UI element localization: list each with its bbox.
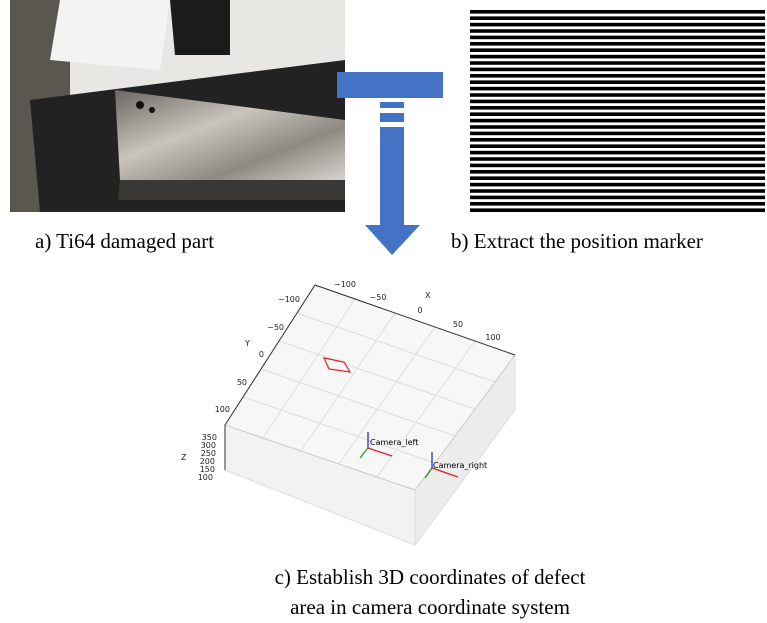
stripe [470, 202, 765, 206]
process-arrow [337, 72, 443, 255]
tick-label: −100 [334, 280, 356, 289]
stripe [470, 61, 765, 65]
stripe [470, 176, 765, 180]
stripe [470, 29, 765, 33]
stripe [470, 157, 765, 161]
stripe [470, 48, 765, 52]
tick-label: 0 [259, 350, 264, 359]
tick-label: 100 [215, 405, 230, 414]
tick-label: 100 [485, 333, 500, 342]
stripe [470, 10, 765, 14]
stripe [470, 87, 765, 91]
caption: area in camera coordinate system [290, 595, 570, 619]
stripe [470, 196, 765, 200]
stripe [470, 170, 765, 174]
stripe [470, 55, 765, 59]
camera-label: Camera_left [370, 438, 418, 447]
stripe [470, 36, 765, 40]
photo-damaged-part [10, 0, 345, 212]
caption: a) Ti64 damaged part [35, 229, 214, 253]
tick-label: −50 [370, 293, 387, 302]
axis-label: X [425, 291, 431, 300]
stripe [470, 144, 765, 148]
tick-label: 50 [237, 378, 247, 387]
stripe [470, 138, 765, 142]
tick-label: 100 [198, 473, 213, 482]
stripe [470, 106, 765, 110]
stripe [470, 208, 765, 212]
plot-3d: Camera_left Camera_right X Y Z −100 −50 0 5… [181, 280, 515, 545]
stripe [470, 80, 765, 84]
caption: c) Establish 3D coordinates of defect [275, 565, 586, 589]
stripe [470, 183, 765, 187]
stripe [470, 151, 765, 155]
stripe [470, 112, 765, 116]
stripe [470, 42, 765, 46]
stripe [470, 93, 765, 97]
tick-label: −100 [278, 295, 300, 304]
stripe [470, 23, 765, 27]
stripe [470, 125, 765, 129]
stripe-pattern [470, 8, 765, 215]
axis-label: Z [181, 453, 187, 462]
tick-label: −50 [267, 323, 284, 332]
stripe [470, 74, 765, 78]
tick-label: 50 [453, 320, 463, 329]
stripe [470, 68, 765, 72]
stripe [470, 164, 765, 168]
tick-label: 0 [417, 306, 422, 315]
caption: b) Extract the position marker [451, 229, 703, 253]
stripe [470, 132, 765, 136]
stripe [470, 119, 765, 123]
figure: a) Ti64 damaged part b) Extract the posi… [0, 0, 767, 623]
stripe [470, 189, 765, 193]
axis-label: Y [244, 339, 250, 348]
camera-label: Camera_right [433, 461, 487, 470]
stripe [470, 16, 765, 20]
stripe [470, 100, 765, 104]
